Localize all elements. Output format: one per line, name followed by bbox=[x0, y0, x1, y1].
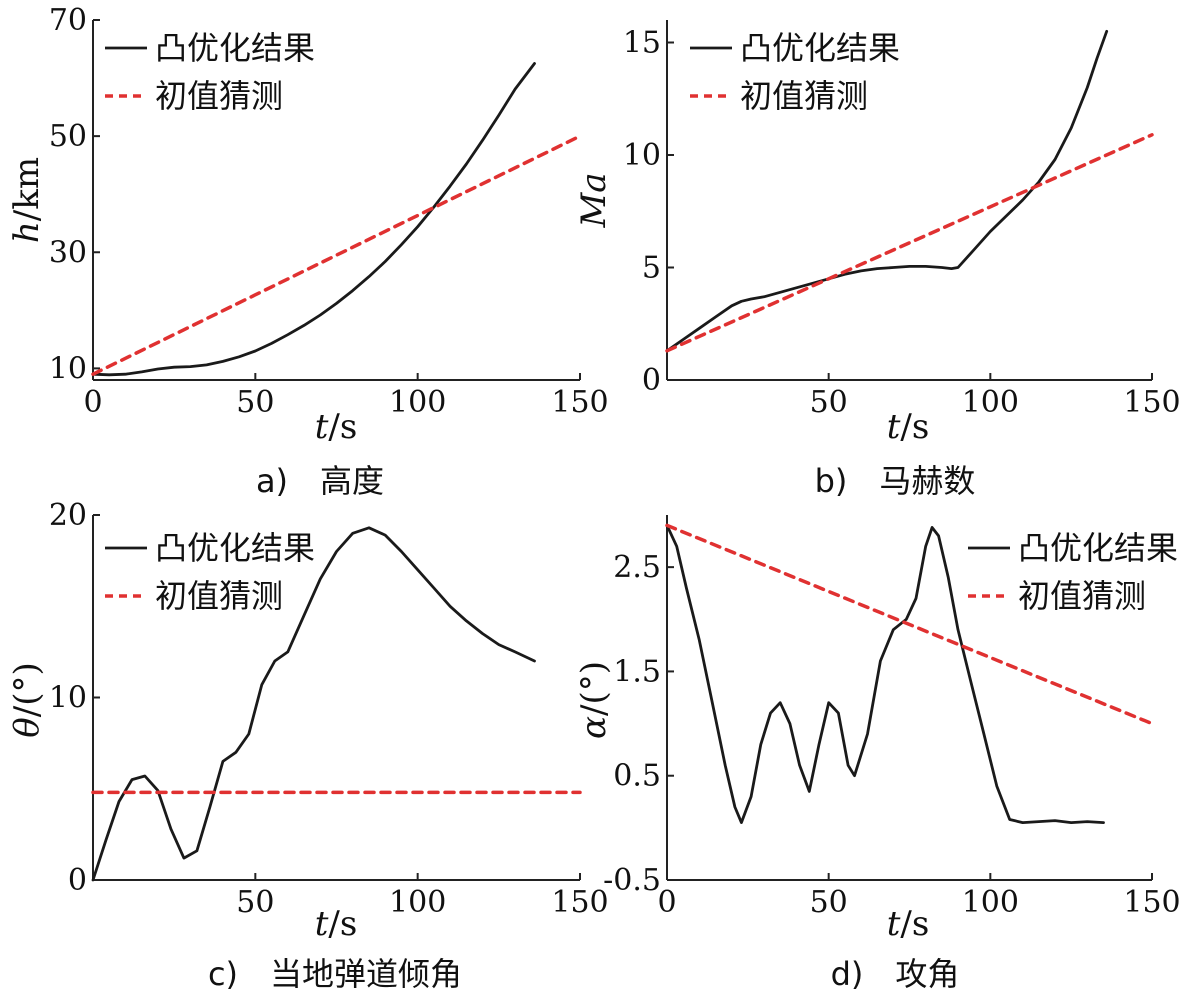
x-tick-label: 0 bbox=[657, 885, 676, 920]
series-line-optimized bbox=[665, 524, 1105, 824]
legend-label: 凸优化结果 bbox=[155, 29, 315, 67]
series-line-initial-guess bbox=[665, 523, 1154, 726]
y-axis-label: θ/(°) bbox=[7, 662, 47, 737]
x-tick-label: 50 bbox=[810, 385, 848, 420]
x-tick-label: 150 bbox=[1123, 385, 1180, 420]
x-tick-label: 150 bbox=[1123, 885, 1180, 920]
panel-caption: d) 攻角 bbox=[831, 955, 960, 993]
y-tick-label: 15 bbox=[623, 26, 661, 61]
x-tick-label: 50 bbox=[810, 885, 848, 920]
x-axis-label: t/s bbox=[315, 407, 358, 447]
x-tick-label: 100 bbox=[389, 885, 446, 920]
series-line-initial-guess bbox=[665, 133, 1154, 353]
series-line-optimized bbox=[91, 526, 536, 882]
panel-caption: c) 当地弹道倾角 bbox=[208, 955, 462, 993]
x-tick-label: 150 bbox=[551, 385, 608, 420]
y-tick-label: 0 bbox=[642, 363, 661, 398]
panel-caption: a) 高度 bbox=[256, 462, 384, 500]
x-axis-label: t/s bbox=[887, 904, 930, 944]
x-axis-label: t/s bbox=[315, 904, 358, 944]
y-tick-label: 20 bbox=[49, 498, 87, 533]
y-tick-label: 2.5 bbox=[613, 550, 661, 585]
legend-label: 初值猜测 bbox=[740, 77, 868, 115]
x-tick-label: 150 bbox=[551, 885, 608, 920]
x-tick-label: 100 bbox=[962, 385, 1019, 420]
y-tick-label: 70 bbox=[49, 3, 87, 38]
y-tick-label: 0.5 bbox=[613, 759, 661, 794]
panel-caption: b) 马赫数 bbox=[815, 462, 976, 500]
legend-label: 凸优化结果 bbox=[740, 29, 900, 67]
legend-label: 凸优化结果 bbox=[155, 529, 315, 567]
x-axis-label: t/s bbox=[887, 407, 930, 447]
legend-label: 凸优化结果 bbox=[1018, 529, 1178, 567]
x-tick-label: 0 bbox=[83, 385, 102, 420]
y-tick-label: -0.5 bbox=[603, 863, 661, 898]
x-tick-label: 100 bbox=[962, 885, 1019, 920]
series-line-initial-guess bbox=[91, 134, 582, 376]
x-tick-label: 100 bbox=[389, 385, 446, 420]
y-axis-label: Ma bbox=[574, 172, 614, 228]
x-tick-label: 50 bbox=[236, 885, 274, 920]
y-tick-label: 30 bbox=[49, 235, 87, 270]
y-tick-label: 10 bbox=[49, 681, 87, 716]
series-line-optimized bbox=[665, 29, 1109, 353]
y-tick-label: 10 bbox=[623, 138, 661, 173]
legend-label: 初值猜测 bbox=[1018, 577, 1146, 615]
y-tick-label: 5 bbox=[642, 251, 661, 286]
series-line-optimized bbox=[91, 62, 536, 377]
y-tick-label: 0 bbox=[68, 863, 87, 898]
y-axis-label: h/km bbox=[7, 157, 47, 243]
x-tick-label: 50 bbox=[236, 385, 274, 420]
y-axis-label: α/(°) bbox=[574, 661, 614, 739]
y-tick-label: 1.5 bbox=[613, 654, 661, 689]
legend-label: 初值猜测 bbox=[155, 77, 283, 115]
legend-label: 初值猜测 bbox=[155, 577, 283, 615]
y-tick-label: 10 bbox=[49, 351, 87, 386]
y-tick-label: 50 bbox=[49, 119, 87, 154]
